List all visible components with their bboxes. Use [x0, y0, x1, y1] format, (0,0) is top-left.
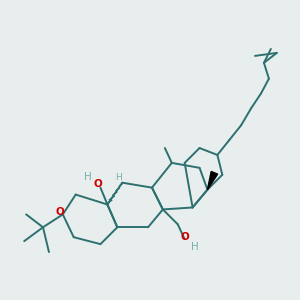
Text: O: O — [93, 179, 102, 189]
Text: O: O — [56, 207, 64, 218]
Text: O: O — [180, 232, 189, 242]
Text: H: H — [115, 173, 122, 182]
Text: H: H — [191, 242, 199, 252]
Polygon shape — [208, 172, 218, 190]
Text: H: H — [84, 172, 92, 182]
